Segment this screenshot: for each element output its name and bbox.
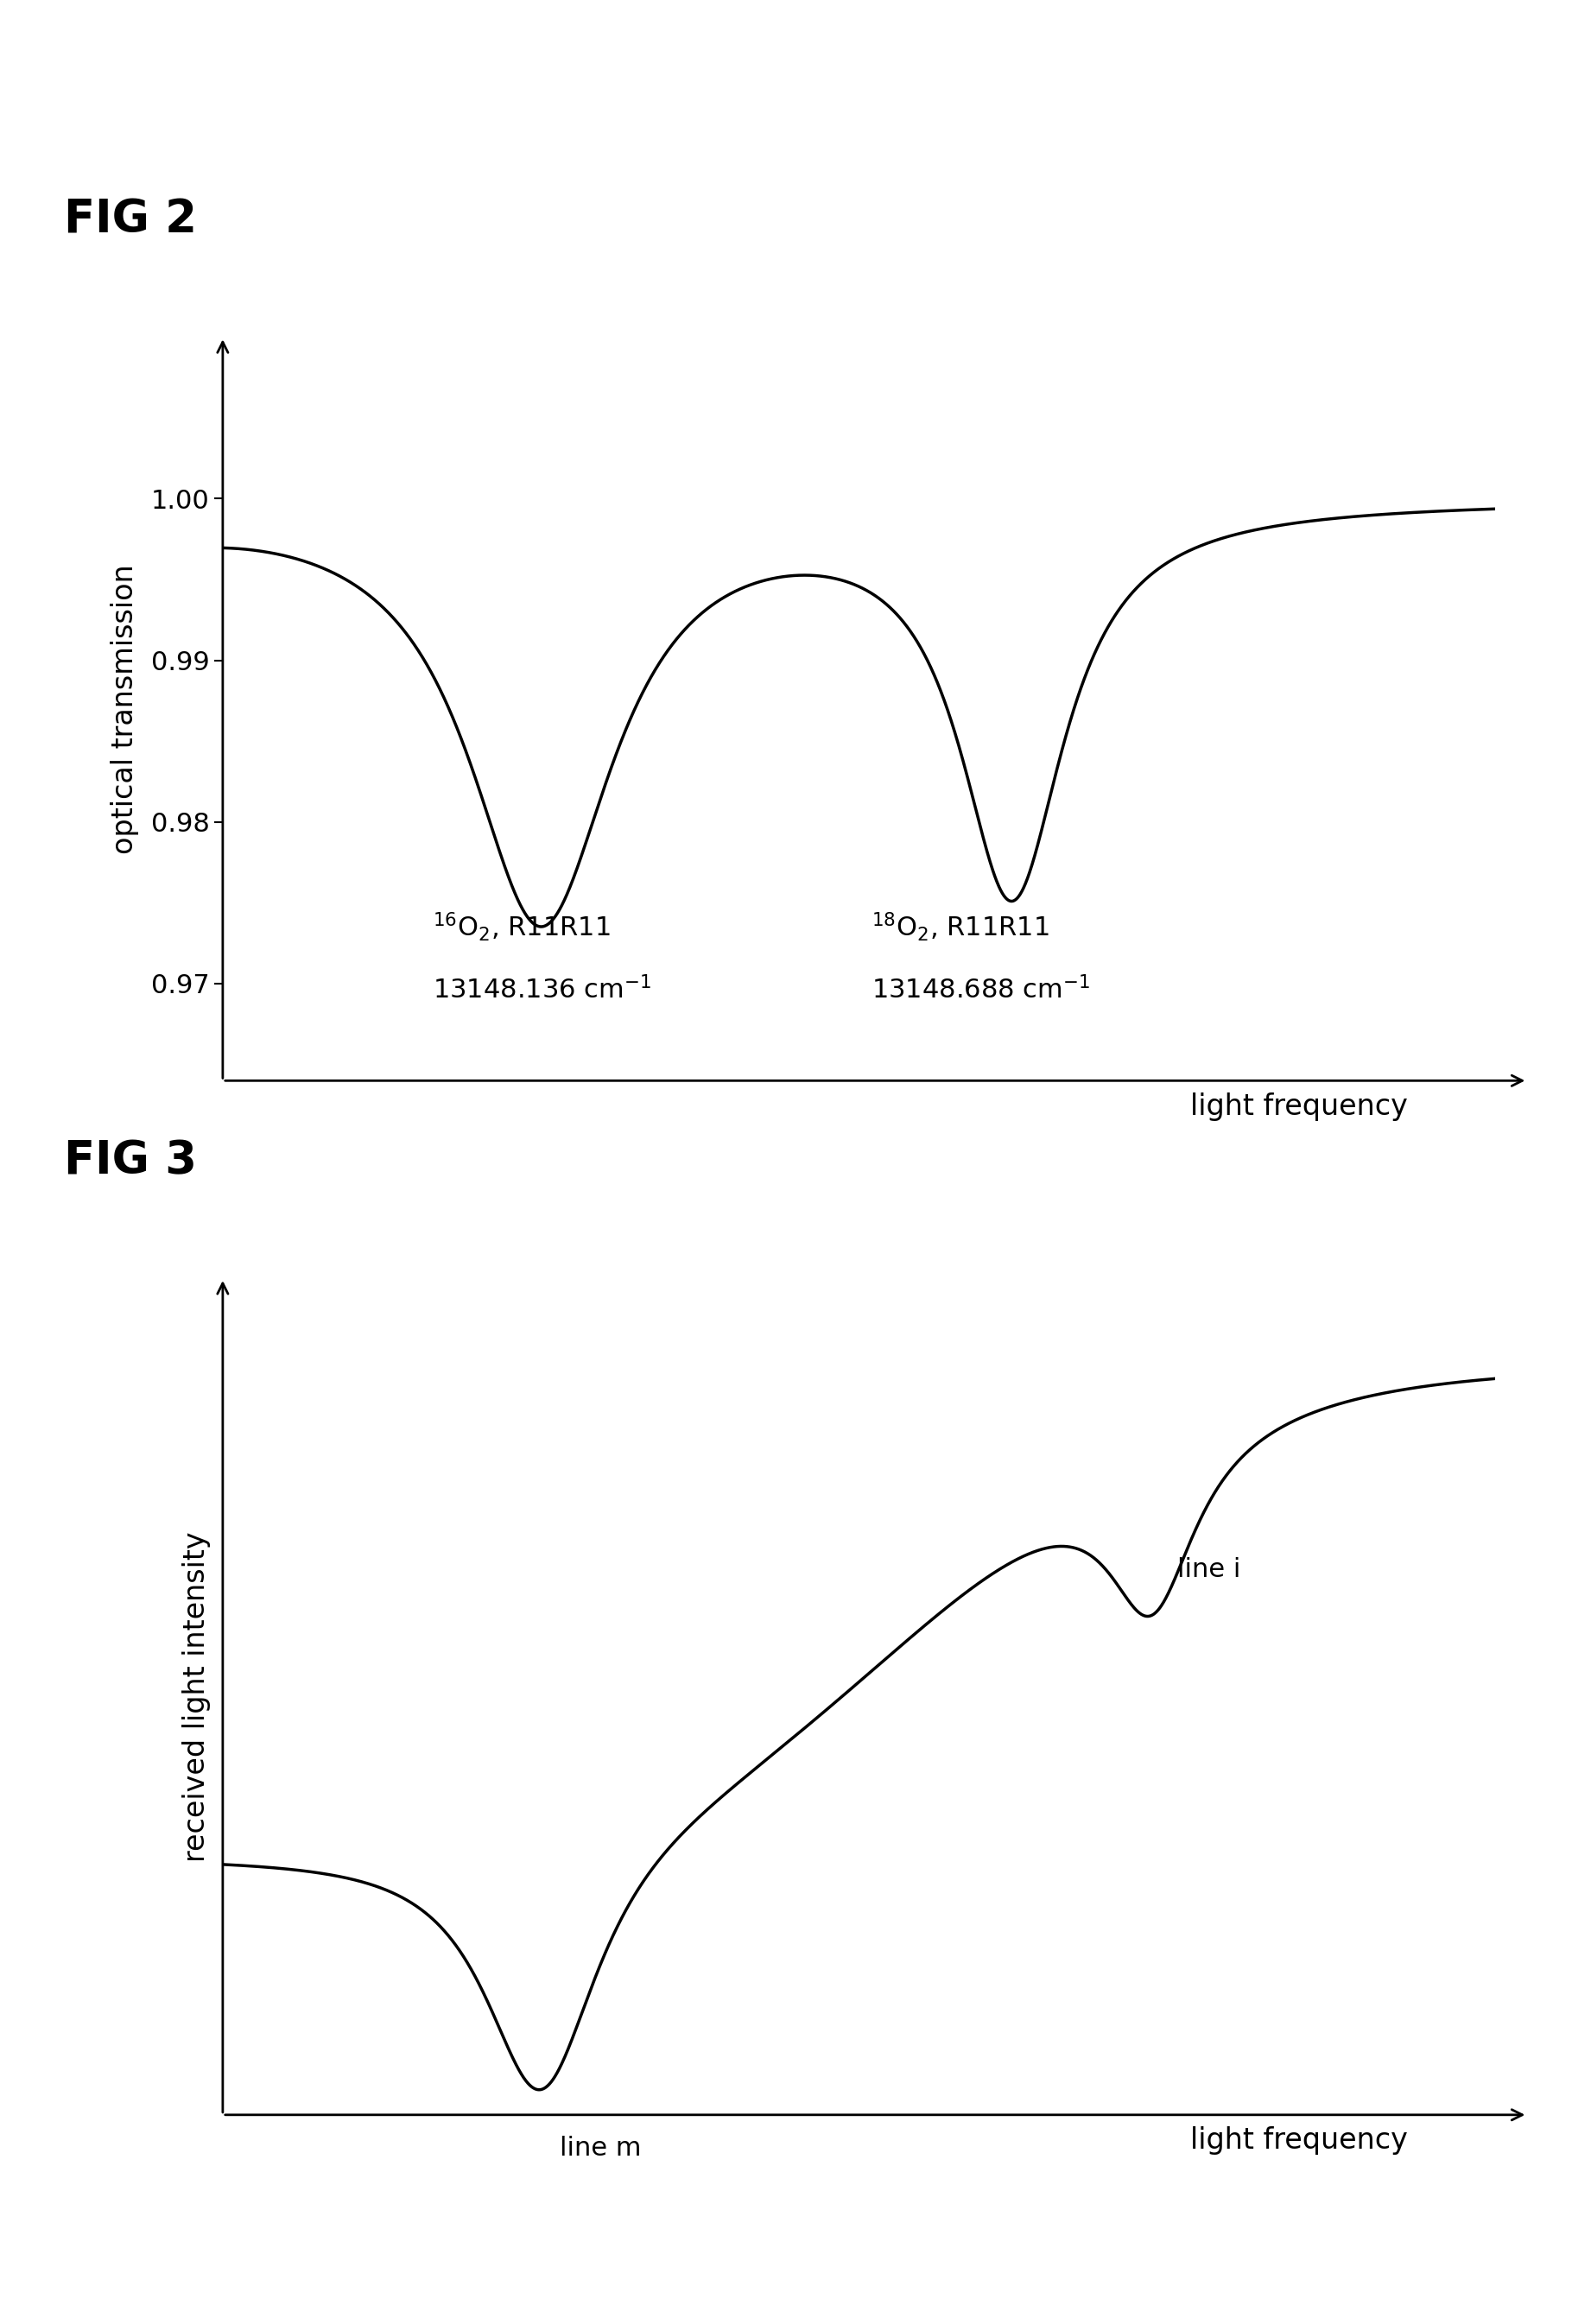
Y-axis label: received light intensity: received light intensity [183, 1532, 210, 1862]
Text: line m: line m [560, 2136, 641, 2161]
Text: light frequency: light frequency [1190, 1092, 1408, 1120]
Text: FIG 2: FIG 2 [64, 198, 197, 242]
Text: 13148.688 cm$^{-1}$: 13148.688 cm$^{-1}$ [872, 976, 1090, 1004]
Y-axis label: optical transmission: optical transmission [110, 565, 138, 853]
Text: 13148.136 cm$^{-1}$: 13148.136 cm$^{-1}$ [433, 976, 651, 1004]
Text: light frequency: light frequency [1190, 2126, 1408, 2154]
Text: $^{16}$O$_2$, R11R11: $^{16}$O$_2$, R11R11 [433, 911, 611, 944]
Text: line i: line i [1177, 1557, 1241, 1583]
Text: FIG 3: FIG 3 [64, 1139, 197, 1183]
Text: $^{18}$O$_2$, R11R11: $^{18}$O$_2$, R11R11 [872, 911, 1050, 944]
